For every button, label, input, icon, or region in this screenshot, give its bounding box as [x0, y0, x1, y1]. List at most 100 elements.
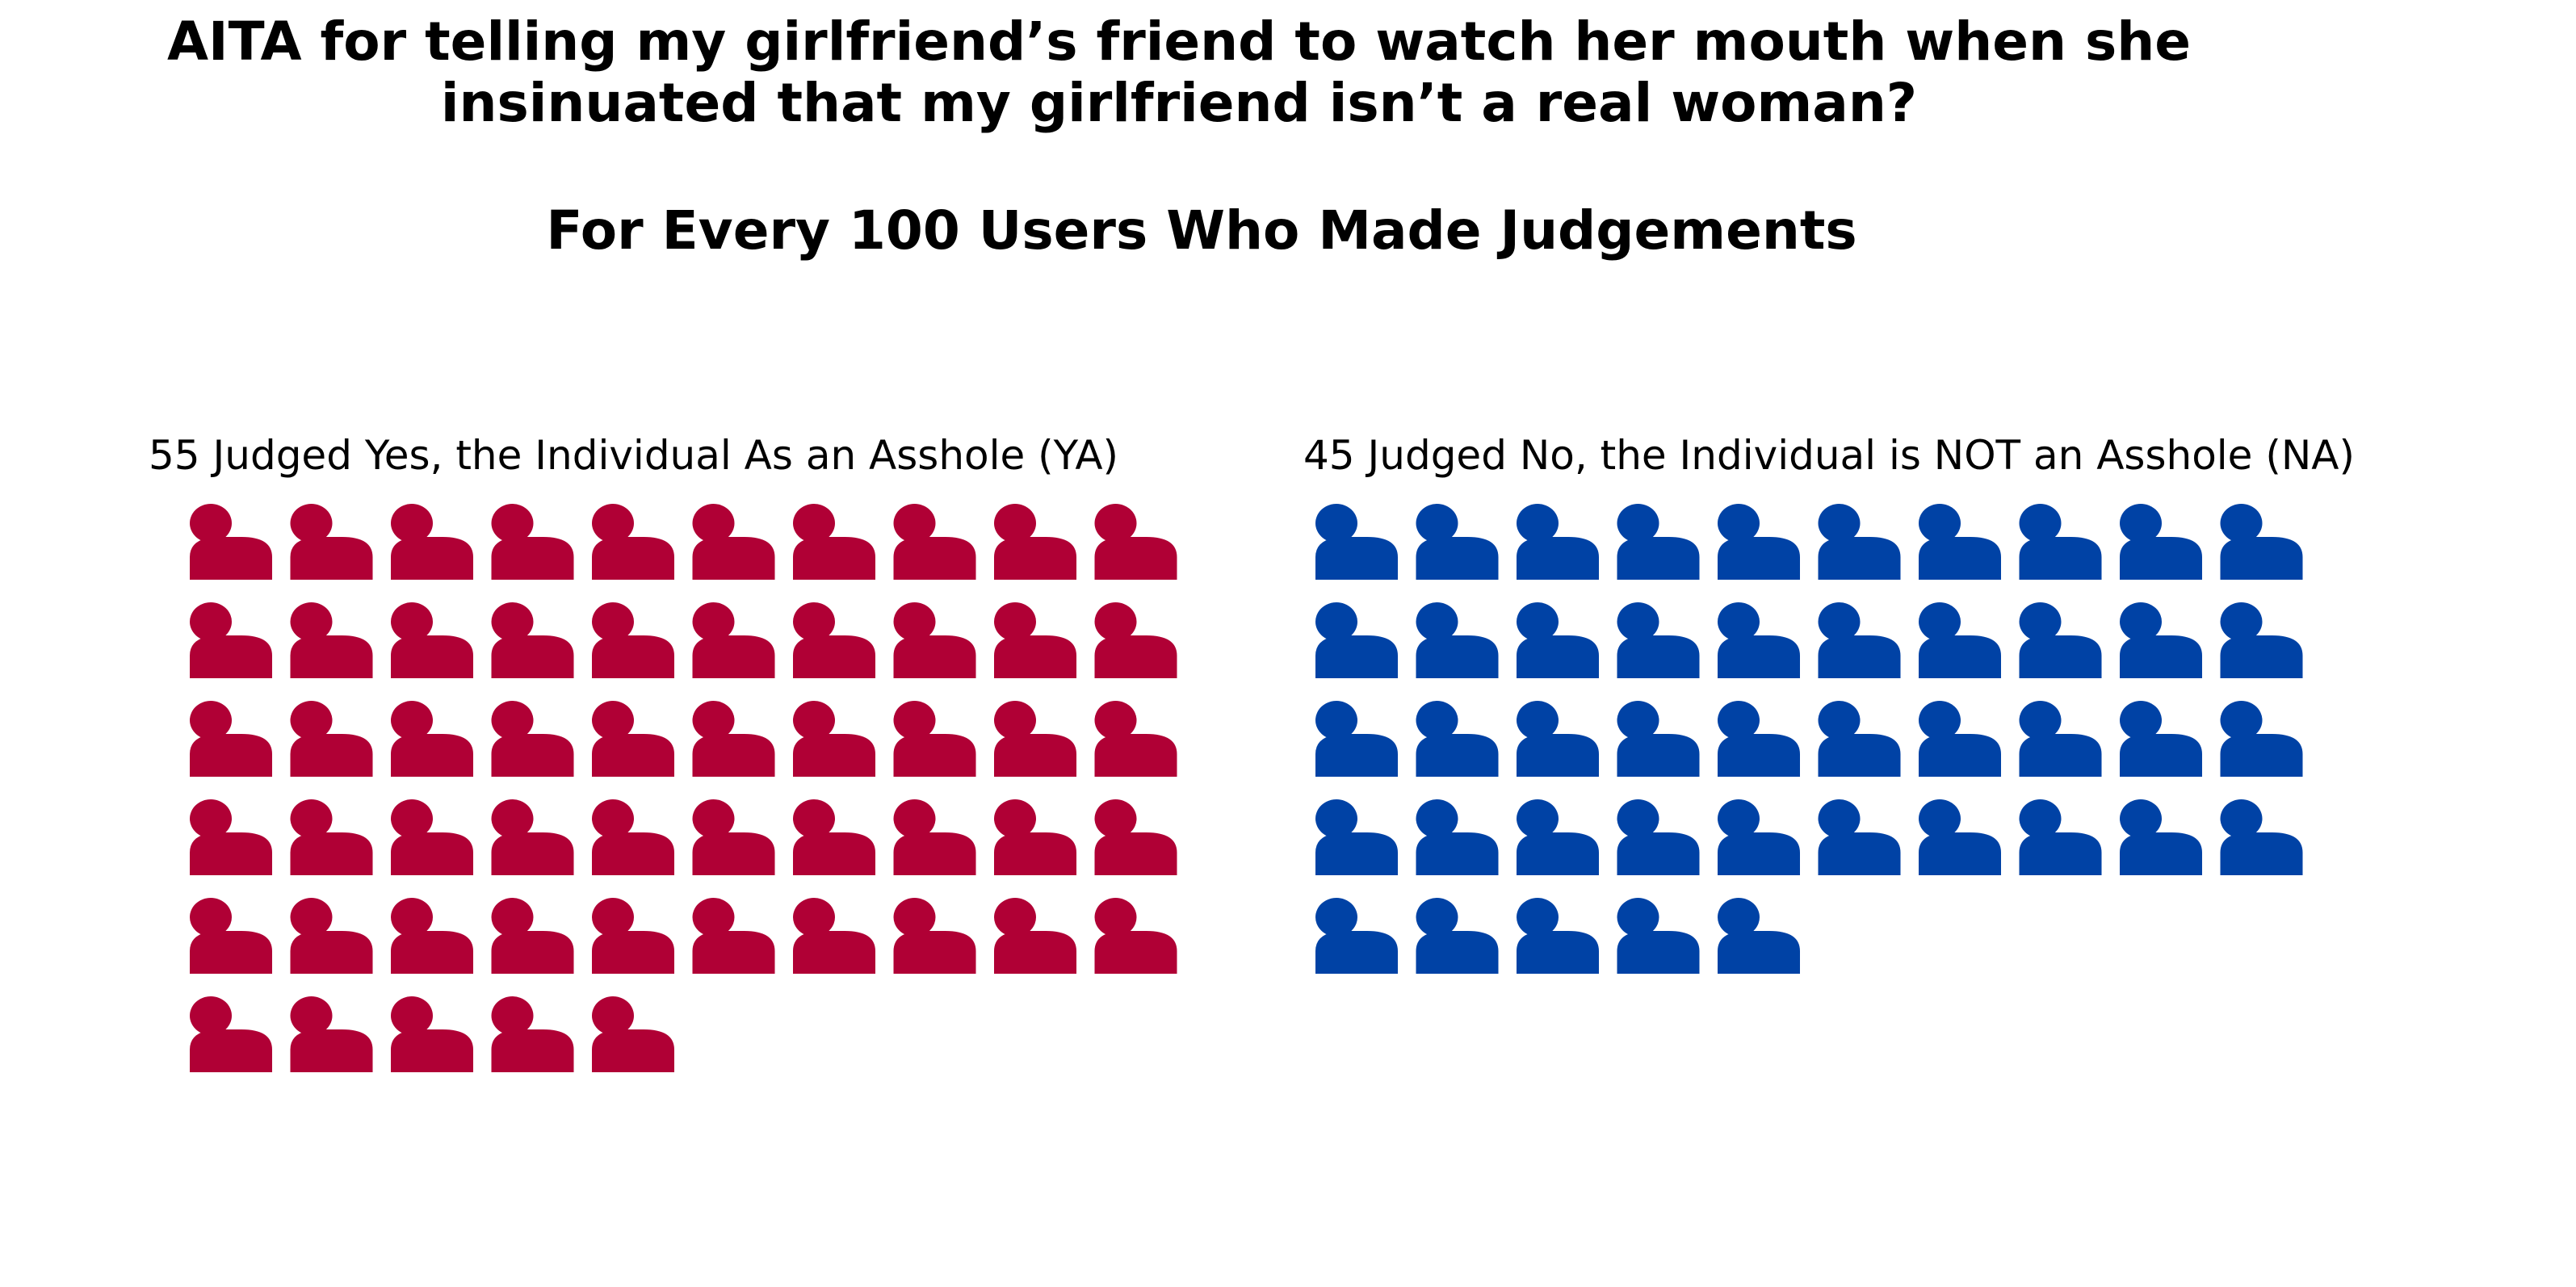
person-icon: [1919, 799, 2001, 875]
person-icon: [1718, 701, 1800, 777]
person-icon: [1416, 898, 1499, 974]
person-icon: [1818, 504, 1901, 580]
person-icon: [2220, 701, 2303, 777]
person-icon: [1517, 799, 1599, 875]
person-icon: [2019, 799, 2102, 875]
person-icon: [290, 504, 373, 580]
person-icon: [793, 898, 875, 974]
person-icon: [592, 898, 674, 974]
person-icon: [1617, 602, 1700, 678]
person-icon: [2019, 504, 2102, 580]
person-icon: [2220, 602, 2303, 678]
person-icon: [2220, 504, 2303, 580]
person-icon: [1416, 504, 1499, 580]
person-icon: [391, 996, 473, 1072]
person-icon: [994, 602, 1076, 678]
person-icon: [1315, 602, 1398, 678]
person-icon: [793, 701, 875, 777]
person-icon: [1718, 504, 1800, 580]
person-icon: [1094, 701, 1177, 777]
person-icon: [290, 799, 373, 875]
panel-title-na: 45 Judged No, the Individual is NOT an A…: [1303, 432, 2355, 479]
person-icon: [592, 701, 674, 777]
person-icon: [994, 504, 1076, 580]
person-icon: [994, 898, 1076, 974]
person-icon: [391, 898, 473, 974]
person-icon: [2019, 701, 2102, 777]
person-icon: [1718, 602, 1800, 678]
person-icon: [2019, 602, 2102, 678]
person-icon: [1617, 504, 1700, 580]
person-icon: [2120, 504, 2202, 580]
person-icon: [391, 602, 473, 678]
person-icon: [994, 701, 1076, 777]
person-icon: [1617, 898, 1700, 974]
person-icon: [491, 996, 574, 1072]
person-icon: [793, 799, 875, 875]
person-icon: [491, 602, 574, 678]
person-icon: [1718, 898, 1800, 974]
icon-grid-ya: [190, 504, 1177, 1072]
person-icon: [1416, 799, 1499, 875]
person-icon: [1094, 898, 1177, 974]
person-icon: [1718, 799, 1800, 875]
person-icon: [592, 799, 674, 875]
chart-subtitle: For Every 100 Users Who Made Judgements: [546, 199, 1857, 262]
person-icon: [1315, 701, 1398, 777]
person-icon: [793, 602, 875, 678]
person-icon: [1094, 799, 1177, 875]
person-icon: [893, 898, 976, 974]
person-icon: [2220, 799, 2303, 875]
person-icon: [1416, 701, 1499, 777]
person-icon: [190, 504, 272, 580]
person-icon: [793, 504, 875, 580]
person-icon: [592, 504, 674, 580]
person-icon: [190, 701, 272, 777]
person-icon: [1094, 602, 1177, 678]
person-icon: [1517, 701, 1599, 777]
person-icon: [190, 996, 272, 1072]
person-icon: [391, 504, 473, 580]
person-icon: [1416, 602, 1499, 678]
person-icon: [2120, 799, 2202, 875]
person-icon: [1919, 701, 2001, 777]
person-icon: [2120, 602, 2202, 678]
person-icon: [1517, 504, 1599, 580]
person-icon: [1094, 504, 1177, 580]
person-icon: [491, 701, 574, 777]
icon-grid-na: [1315, 504, 2303, 974]
person-icon: [893, 602, 976, 678]
person-icon: [290, 898, 373, 974]
person-icon: [190, 602, 272, 678]
person-icon: [692, 701, 775, 777]
person-icon: [1919, 602, 2001, 678]
person-icon: [290, 602, 373, 678]
person-icon: [692, 602, 775, 678]
person-icon: [491, 504, 574, 580]
person-icon: [893, 799, 976, 875]
person-icon: [190, 898, 272, 974]
person-icon: [1818, 701, 1901, 777]
person-icon: [692, 799, 775, 875]
person-icon: [1818, 602, 1901, 678]
person-icon: [391, 701, 473, 777]
person-icon: [1315, 898, 1398, 974]
person-icon: [2120, 701, 2202, 777]
person-icon: [893, 504, 976, 580]
person-icon: [592, 996, 674, 1072]
person-icon: [491, 898, 574, 974]
person-icon: [391, 799, 473, 875]
person-icon: [1517, 898, 1599, 974]
person-icon: [994, 799, 1076, 875]
person-icon: [290, 701, 373, 777]
person-icon: [692, 504, 775, 580]
person-icon: [692, 898, 775, 974]
person-icon: [592, 602, 674, 678]
person-icon: [1919, 504, 2001, 580]
person-icon: [1818, 799, 1901, 875]
person-icon: [1517, 602, 1599, 678]
chart-title: AITA for telling my girlfriend’s friend …: [166, 10, 2192, 134]
person-icon: [1617, 701, 1700, 777]
person-icon: [1617, 799, 1700, 875]
person-icon: [893, 701, 976, 777]
